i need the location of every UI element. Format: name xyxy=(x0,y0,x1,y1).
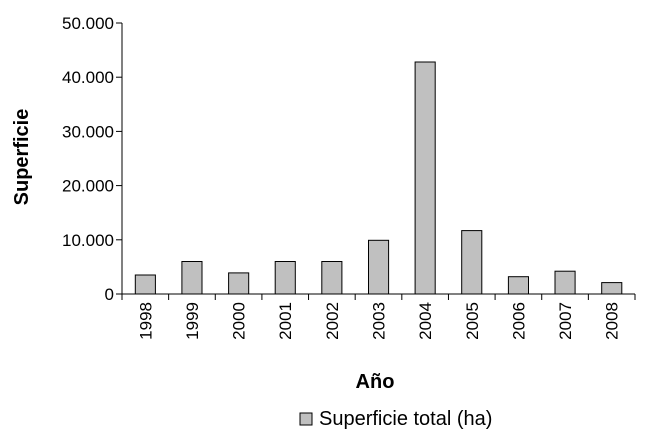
bar-1998 xyxy=(134,274,156,295)
x-tick-label: 2006 xyxy=(509,302,528,340)
legend-swatch xyxy=(299,412,313,426)
bar-2005 xyxy=(461,230,483,295)
y-tick-label: 10.000 xyxy=(62,231,114,250)
x-tick-label: 2001 xyxy=(276,302,295,340)
y-tick-label: 0 xyxy=(105,285,114,304)
bar-2002 xyxy=(321,261,343,295)
x-tick-label: 2000 xyxy=(230,302,249,340)
x-tick-label: 1999 xyxy=(183,302,202,340)
bars xyxy=(134,61,623,295)
x-tick-label: 1998 xyxy=(136,302,155,340)
x-tick-label: 2004 xyxy=(416,302,435,340)
x-tick-label: 2008 xyxy=(603,302,622,340)
y-axis-title: Superficie xyxy=(11,109,33,206)
x-axis-labels: 1998 1999 2000 2001 2002 2003 2004 2005 2006 2007… xyxy=(136,302,621,340)
y-tick-label: 30.000 xyxy=(62,122,114,141)
bar-2000 xyxy=(228,272,250,295)
bar-2003 xyxy=(368,239,390,295)
bar-2006 xyxy=(507,276,529,295)
axes xyxy=(116,22,636,300)
y-tick-label: 50.000 xyxy=(62,14,114,33)
bar-2007 xyxy=(554,270,576,295)
legend-label: Superficie total (ha) xyxy=(319,408,492,430)
y-tick-label: 20.000 xyxy=(62,177,114,196)
bar-2004 xyxy=(414,61,436,295)
y-axis-labels: 0 10.000 20.000 30.000 40.000 50.000 xyxy=(62,14,114,304)
x-tick-label: 2003 xyxy=(370,302,389,340)
x-axis-title: Año xyxy=(356,371,395,393)
y-tick-label: 40.000 xyxy=(62,68,114,87)
bar-1999 xyxy=(181,261,203,295)
bar-2001 xyxy=(274,261,296,295)
x-tick-label: 2002 xyxy=(323,302,342,340)
x-tick-label: 2005 xyxy=(463,302,482,340)
bar-2008 xyxy=(601,282,623,295)
x-tick-label: 2007 xyxy=(556,302,575,340)
legend: Superficie total (ha) xyxy=(299,408,492,430)
